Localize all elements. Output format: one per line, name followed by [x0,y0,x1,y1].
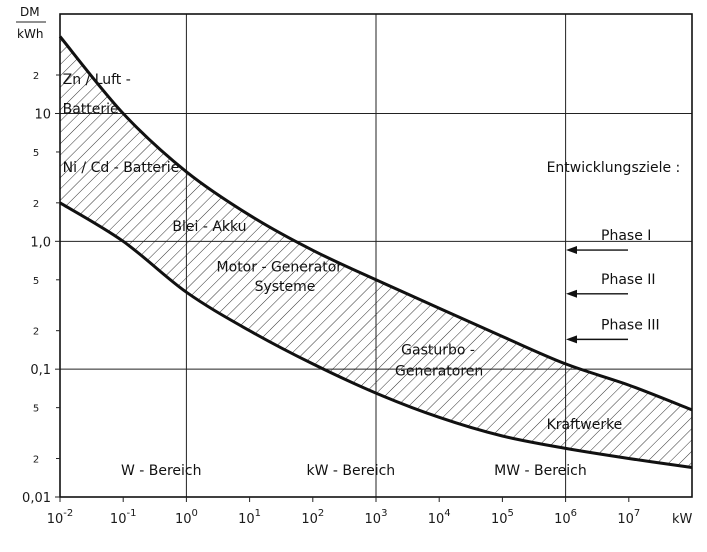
y-minor-tick-label-0: 2 [33,71,39,82]
upper-cost-curve [58,35,693,412]
x-tick-label-0: 10-2 [47,508,74,527]
phase-arrow-head-2 [566,335,577,344]
y-major-tick-label-1: 1,0 [30,235,51,250]
phase-label-2: Phase III [601,317,660,333]
y-major-tick-label-0: 10 [34,107,51,122]
x-tick-label-7: 105 [491,508,514,527]
y-minor-tick-label-5: 5 [33,404,39,415]
annotation-1: Batterie [63,101,119,117]
region-label-1: kW - Bereich [307,463,396,479]
y-axis-unit-bottom: kWh [17,27,43,41]
phase-arrow-head-1 [566,289,577,298]
x-tick-label-9: 107 [617,508,640,527]
x-tick-label-3: 101 [238,508,261,527]
y-major-tick-label-3: 0,01 [22,491,51,506]
y-minor-tick-label-4: 2 [33,327,39,338]
annotation-2: Ni / Cd - Batterie [63,160,180,176]
region-label-2: MW - Bereich [494,463,587,479]
annotation-8: Kraftwerke [547,417,623,433]
x-tick-label-2: 100 [175,508,198,527]
lower-cost-curve [59,201,693,469]
phase-label-0: Phase I [601,228,651,244]
x-axis-unit: kW [672,512,693,527]
y-major-tick-label-2: 0,1 [30,363,51,378]
x-tick-label-5: 103 [365,508,388,527]
phase-arrow-head-0 [566,246,577,255]
y-axis-unit-top: DM [20,5,40,19]
phase-label-1: Phase II [601,272,656,288]
annotation-7: Generatoren [395,364,483,380]
annotation-4: Motor - Generator - [217,260,352,276]
annotations-layer: Zn / Luft - Batterie Ni / Cd - Batterie Ble… [63,72,681,479]
x-tick-label-6: 104 [428,508,451,527]
ticks-layer: 10-2 10-1 100 101 102 103 104 105 106 107 10 1,0 0,1… [22,71,640,527]
cost-band-area [60,36,692,468]
annotation-6: Gasturbo - [401,343,475,359]
x-tick-label-1: 10-1 [110,508,137,527]
annotation-9: Entwicklungsziele : [547,160,681,176]
y-minor-tick-label-2: 2 [33,199,39,210]
y-minor-tick-label-6: 2 [33,455,39,466]
annotation-5: Systeme [255,279,316,295]
x-tick-label-4: 102 [301,508,324,527]
annotation-0: Zn / Luft - [63,72,131,88]
curves-layer [58,35,693,469]
grid-layer [60,14,692,497]
y-minor-tick-label-3: 5 [33,276,39,287]
hatched-band-layer [60,36,692,468]
region-label-0: W - Bereich [121,463,202,479]
annotation-3: Blei - Akku [172,219,246,235]
x-tick-label-8: 106 [554,508,577,527]
y-minor-tick-label-1: 5 [33,148,39,159]
